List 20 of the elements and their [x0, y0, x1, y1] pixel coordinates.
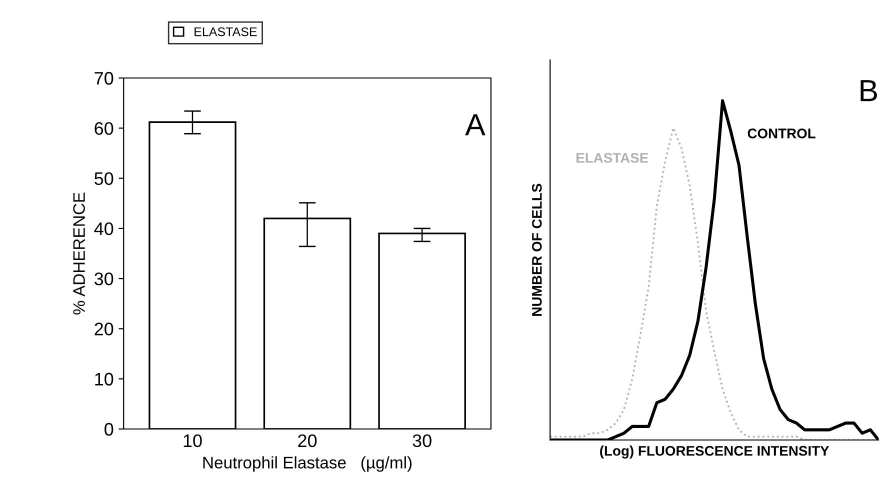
y-axis-title: NUMBER OF CELLS: [532, 184, 542, 316]
x-tick-label: 20: [298, 434, 317, 448]
series-label: ELASTASE: [576, 152, 648, 163]
y-tick-label: 60: [94, 122, 114, 135]
x-axis-title: (Log) FLUORESCENCE INTENSITY: [600, 446, 830, 459]
y-tick-label: 10: [95, 372, 114, 386]
y-tick-label: 70: [94, 72, 114, 85]
x-axis-title: Neutrophil Elastase (µg/ml): [203, 456, 412, 472]
legend-label: ELASTASE: [194, 27, 257, 36]
x-tick-label: 30: [412, 434, 432, 448]
y-tick-label: 40: [94, 222, 114, 236]
annotation: A: [465, 114, 486, 136]
x-tick-label: 10: [184, 434, 202, 448]
y-tick-label: 30: [94, 272, 114, 286]
series-label: CONTROL: [748, 128, 816, 138]
y-tick-label: 0: [104, 422, 114, 436]
y-axis-title: % ADHERENCE: [73, 192, 85, 314]
y-tick-label: 20: [94, 322, 114, 336]
annotation: B: [860, 80, 877, 102]
y-tick-label: 50: [94, 172, 114, 186]
